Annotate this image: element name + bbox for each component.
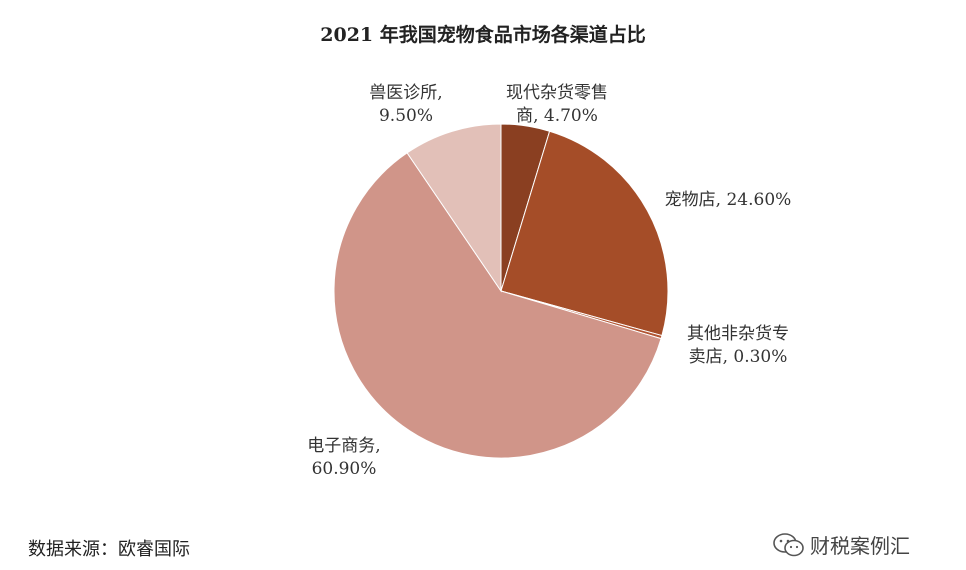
slice-label-1: 现代杂货零售商, 4.70% — [506, 83, 608, 126]
watermark-text: 财税案例汇 — [810, 534, 910, 558]
chart-title: 2021 年我国宠物食品市场各渠道占比 — [320, 24, 646, 46]
watermark: 财税案例汇 — [772, 530, 910, 559]
pie-slice-5 — [406, 123, 502, 293]
data-source: 数据来源：欧睿国际 — [28, 539, 190, 560]
slice-label-2: 宠物店, 24.60% — [665, 190, 792, 210]
slice-label-4: 电子商务, 60.90% — [307, 436, 380, 479]
pie-chart: 现代杂货零售商, 4.70% 宠物店, 24.60% 其他非杂货专卖店, 0.30%… — [307, 83, 791, 479]
pie-labels: 现代杂货零售商, 4.70% 宠物店, 24.60% 其他非杂货专卖店, 0.30%… — [307, 83, 791, 479]
pie-slice-4 — [333, 152, 662, 459]
pie-slice-2 — [500, 130, 669, 337]
slice-label-3: 其他非杂货专卖店, 0.30% — [687, 324, 789, 367]
wechat-icon — [772, 532, 806, 558]
slice-label-5: 兽医诊所, 9.50% — [369, 83, 442, 126]
pie-slices — [333, 123, 669, 459]
